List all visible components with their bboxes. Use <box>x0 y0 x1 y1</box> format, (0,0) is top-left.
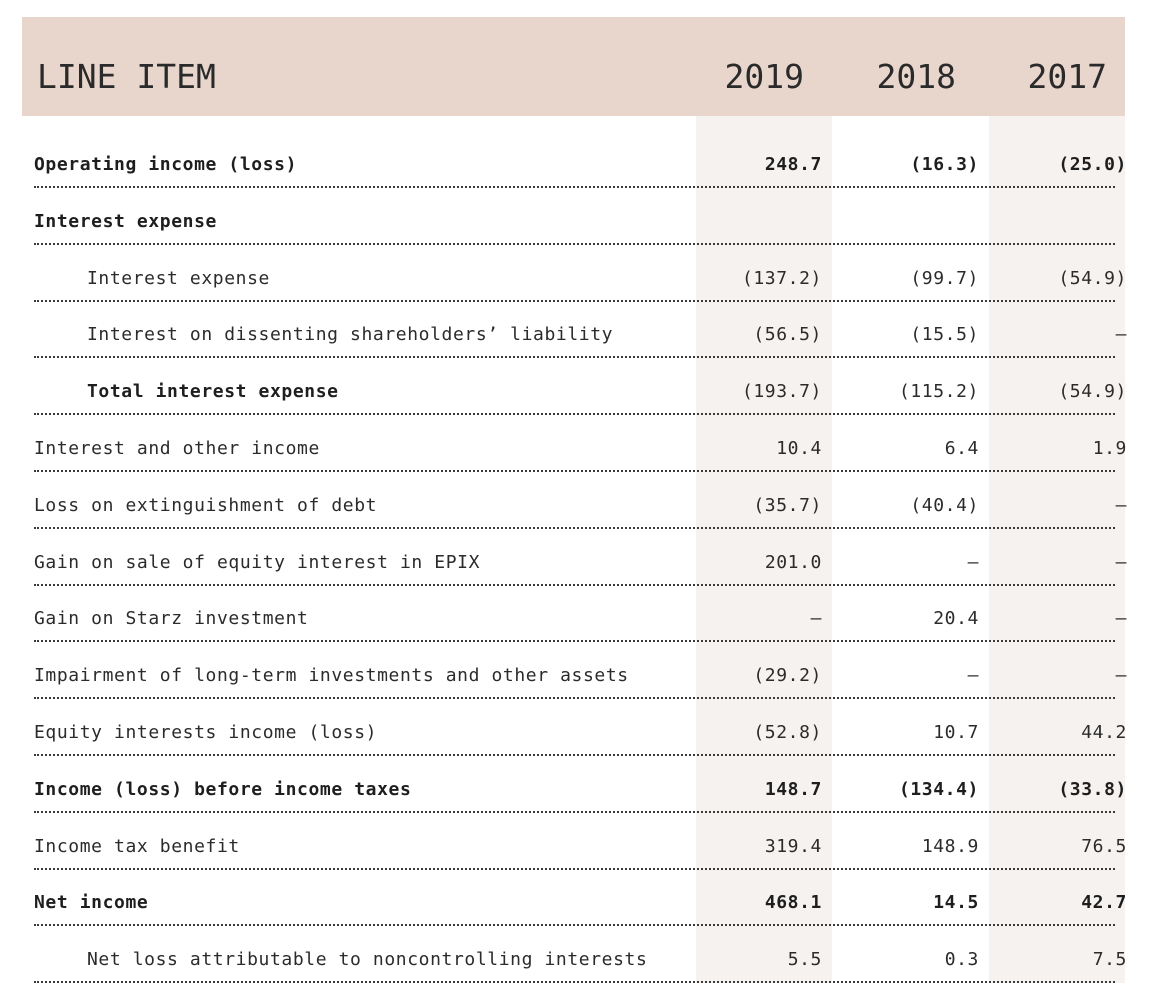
value-2017: 44.2 <box>1081 721 1127 743</box>
value-2018: 10.7 <box>933 721 979 743</box>
value-2017: (25.0) <box>1058 154 1127 175</box>
value-2017: – <box>1115 324 1127 346</box>
value-2018: (15.5) <box>910 324 979 346</box>
table-row-noncontrolling-interests: Net loss attributable to noncontrolling … <box>34 928 1126 984</box>
value-2017: – <box>1115 494 1127 516</box>
table-row-total-interest-expense: Total interest expense (193.7) (115.2) (… <box>34 360 1126 416</box>
value-2019: 5.5 <box>787 949 822 971</box>
table-row-gain-starz: Gain on Starz investment – 20.4 – <box>34 587 1126 643</box>
row-label: Gain on sale of equity interest in EPIX <box>34 551 481 573</box>
table-row-interest-other-income: Interest and other income 10.4 6.4 1.9 <box>34 417 1126 472</box>
value-2019: (56.5) <box>753 324 822 346</box>
row-label: Equity interests income (loss) <box>34 721 378 743</box>
table-row-gain-sale-epix: Gain on sale of equity interest in EPIX … <box>34 531 1126 586</box>
value-2019: 468.1 <box>764 892 822 914</box>
value-2018: 6.4 <box>944 437 979 459</box>
value-2019: (29.2) <box>753 665 822 687</box>
value-2018: (16.3) <box>910 154 979 175</box>
row-label: Interest and other income <box>34 437 320 459</box>
table-row-net-income: Net income 468.1 14.5 42.7 <box>34 871 1126 927</box>
value-2018: (134.4) <box>898 778 979 800</box>
value-2018: (40.4) <box>910 494 979 516</box>
value-2019: 10.4 <box>776 437 822 459</box>
header-year-2019: 2019 <box>724 57 804 96</box>
financial-table: LINE ITEM 2019 2018 2017 Operating incom… <box>22 17 1126 984</box>
value-2019: 248.7 <box>764 154 822 175</box>
row-label: Income tax benefit <box>34 835 240 857</box>
table-row-dissenting-shareholders: Interest on dissenting shareholders’ lia… <box>34 303 1126 359</box>
table-row-interest-expense-header: Interest expense <box>34 190 1115 245</box>
table-row-income-before-taxes: Income (loss) before income taxes 148.7 … <box>34 758 1126 813</box>
row-label: Income (loss) before income taxes <box>34 778 412 800</box>
value-2017: – <box>1115 665 1127 687</box>
value-2018: (115.2) <box>898 381 979 403</box>
table-body: Operating income (loss) 248.7 (16.3) (25… <box>22 116 1126 984</box>
value-2017: (54.9) <box>1058 267 1127 289</box>
row-label: Interest on dissenting shareholders’ lia… <box>87 324 614 346</box>
header-year-2017: 2017 <box>1027 57 1107 96</box>
value-2017: 1.9 <box>1092 437 1127 459</box>
header-year-2018: 2018 <box>876 57 956 96</box>
column-shade-2019 <box>696 116 832 984</box>
value-2018: 148.9 <box>921 835 979 857</box>
value-2019: (35.7) <box>753 494 822 516</box>
value-2017: 76.5 <box>1081 835 1127 857</box>
table-header: LINE ITEM 2019 2018 2017 <box>22 17 1125 116</box>
value-2018: – <box>967 665 979 687</box>
header-line-item: LINE ITEM <box>37 57 216 96</box>
value-2019: 201.0 <box>764 551 822 573</box>
table-row-impairment: Impairment of long-term investments and … <box>34 644 1126 700</box>
value-2018: 20.4 <box>933 608 979 630</box>
value-2019: (137.2) <box>741 267 822 289</box>
value-2019: (52.8) <box>753 721 822 743</box>
table-row-loss-extinguishment-debt: Loss on extinguishment of debt (35.7) (4… <box>34 474 1126 529</box>
row-label: Interest expense <box>87 267 270 289</box>
table-row-income-tax-benefit: Income tax benefit 319.4 148.9 76.5 <box>34 815 1126 870</box>
value-2017: (33.8) <box>1058 778 1127 800</box>
value-2017: – <box>1115 551 1127 573</box>
value-2018: 14.5 <box>933 892 979 914</box>
value-2019: (193.7) <box>741 381 822 403</box>
table-row-operating-income: Operating income (loss) 248.7 (16.3) (25… <box>34 133 1126 188</box>
value-2019: 148.7 <box>764 778 822 800</box>
row-label: Net loss attributable to noncontrolling … <box>87 949 648 971</box>
row-label: Loss on extinguishment of debt <box>34 494 378 516</box>
row-label: Gain on Starz investment <box>34 608 309 630</box>
row-label: Interest expense <box>34 210 217 232</box>
table-row-equity-interests: Equity interests income (loss) (52.8) 10… <box>34 701 1126 756</box>
value-2019: 319.4 <box>764 835 822 857</box>
column-shade-2017 <box>989 116 1125 984</box>
value-2018: (99.7) <box>910 267 979 289</box>
row-label: Total interest expense <box>87 381 339 403</box>
value-2018: – <box>967 551 979 573</box>
table-row-interest-expense: Interest expense (137.2) (99.7) (54.9) <box>34 247 1126 302</box>
row-label: Impairment of long-term investments and … <box>34 665 629 687</box>
value-2019: – <box>810 608 822 630</box>
value-2017: (54.9) <box>1058 381 1127 403</box>
row-label: Net income <box>34 892 149 914</box>
value-2018: 0.3 <box>944 949 979 971</box>
value-2017: 7.5 <box>1092 949 1127 971</box>
row-label: Operating income (loss) <box>34 154 298 175</box>
value-2017: – <box>1115 608 1127 630</box>
value-2017: 42.7 <box>1081 892 1127 914</box>
